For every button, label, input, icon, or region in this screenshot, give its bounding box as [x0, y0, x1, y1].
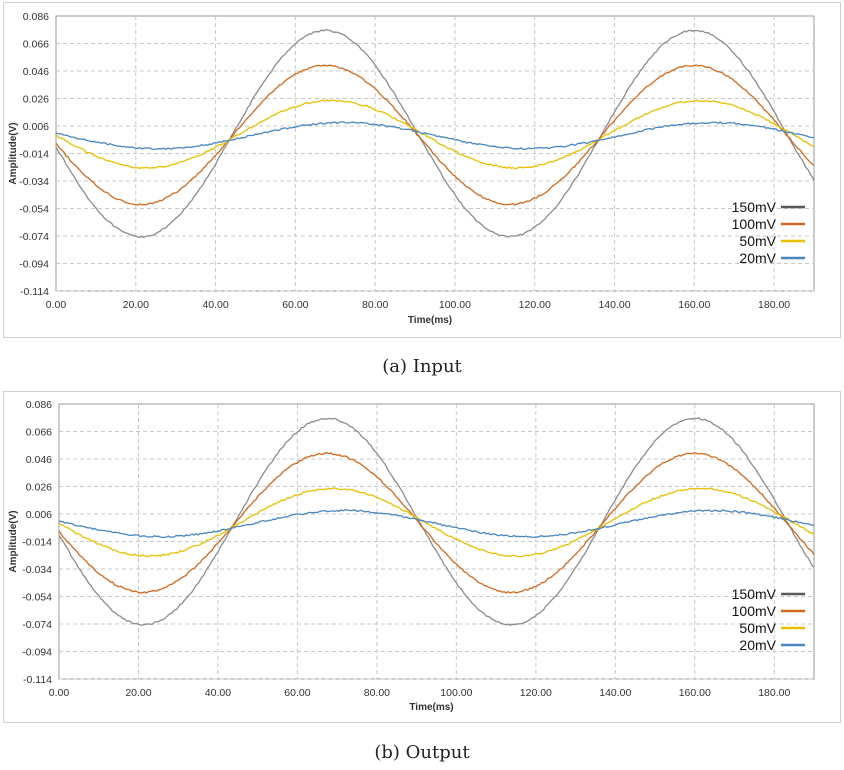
y-tick-label: -0.034	[22, 564, 52, 576]
y-tick-label: 0.006	[26, 509, 52, 521]
legend-label: 100mV	[732, 216, 777, 232]
x-tick-label: 160.00	[679, 687, 711, 699]
x-tick-label: 140.00	[599, 687, 631, 699]
y-tick-label: -0.094	[19, 259, 49, 271]
y-tick-label: 0.046	[26, 454, 52, 466]
y-axis-title: Amplitude(V)	[8, 122, 19, 184]
y-tick-label: 0.046	[23, 66, 49, 78]
y-tick-label: 0.066	[26, 427, 52, 439]
y-tick-label: 0.066	[23, 39, 49, 51]
y-tick-label: -0.114	[23, 674, 52, 686]
y-tick-label: 0.086	[23, 11, 49, 23]
x-tick-label: 0.00	[46, 299, 67, 311]
y-tick-label: -0.074	[22, 619, 52, 631]
x-tick-label: 100.00	[440, 687, 472, 699]
x-tick-label: 140.00	[598, 299, 630, 311]
y-tick-label: -0.014	[22, 537, 52, 549]
y-tick-label: -0.074	[19, 231, 49, 243]
series-line-20mV	[56, 121, 814, 151]
output-chart: 0.086 0.066 0.046 0.026 0.006 -0.014 -0.034 -0.…	[8, 399, 815, 713]
output-caption: (b) Output	[374, 742, 470, 763]
x-tick-label: 180.00	[758, 299, 790, 311]
input-chart-panel: 0.086 0.066 0.046 0.026 0.006 -0.014 -0.034 -0.…	[3, 2, 841, 338]
x-tick-label: 60.00	[282, 299, 308, 311]
x-tick-label: 20.00	[125, 687, 151, 699]
x-tick-label: 80.00	[364, 687, 390, 699]
y-tick-label: -0.034	[19, 176, 49, 188]
x-axis-title: Time(ms)	[408, 315, 452, 326]
x-tick-label: 180.00	[758, 687, 790, 699]
series-line-100mV	[59, 452, 814, 594]
x-tick-label: 160.00	[678, 299, 710, 311]
output-chart-panel: 0.086 0.066 0.046 0.026 0.006 -0.014 -0.034 -0.…	[3, 391, 841, 723]
y-tick-label: 0.006	[23, 121, 49, 133]
x-tick-label: 40.00	[205, 687, 231, 699]
y-tick-label: -0.094	[22, 647, 52, 659]
y-axis-title: Amplitude(V)	[8, 510, 19, 572]
legend-label: 50mV	[739, 620, 776, 636]
x-tick-label: 120.00	[520, 687, 552, 699]
x-tick-label: 20.00	[123, 299, 149, 311]
y-tick-label: 0.026	[23, 94, 49, 106]
legend-label: 150mV	[732, 199, 777, 215]
y-tick-label: -0.014	[19, 149, 49, 161]
y-tick-label: 0.026	[26, 482, 52, 494]
series-line-20mV	[59, 509, 814, 539]
series-line-50mV	[56, 99, 814, 170]
x-axis-title: Time(ms)	[409, 702, 453, 713]
y-tick-label: 0.086	[26, 399, 52, 411]
legend-label: 150mV	[732, 586, 777, 602]
series-line-150mV	[59, 417, 814, 627]
y-tick-label: -0.054	[22, 592, 52, 604]
series-line-100mV	[56, 64, 814, 206]
legend-label: 20mV	[739, 637, 776, 653]
x-tick-label: 60.00	[284, 687, 310, 699]
legend-label: 50mV	[739, 233, 776, 249]
y-tick-label: -0.114	[20, 286, 49, 298]
series-line-50mV	[59, 487, 814, 558]
legend-label: 20mV	[739, 250, 776, 266]
x-tick-label: 0.00	[49, 687, 70, 699]
series-line-150mV	[56, 29, 814, 238]
input-caption: (a) Input	[382, 356, 462, 377]
input-chart: 0.086 0.066 0.046 0.026 0.006 -0.014 -0.034 -0.…	[8, 11, 815, 326]
y-tick-label: -0.054	[19, 204, 49, 216]
x-tick-label: 120.00	[519, 299, 551, 311]
x-tick-label: 40.00	[202, 299, 228, 311]
x-tick-label: 100.00	[439, 299, 471, 311]
x-tick-label: 80.00	[362, 299, 388, 311]
legend-label: 100mV	[732, 603, 777, 619]
